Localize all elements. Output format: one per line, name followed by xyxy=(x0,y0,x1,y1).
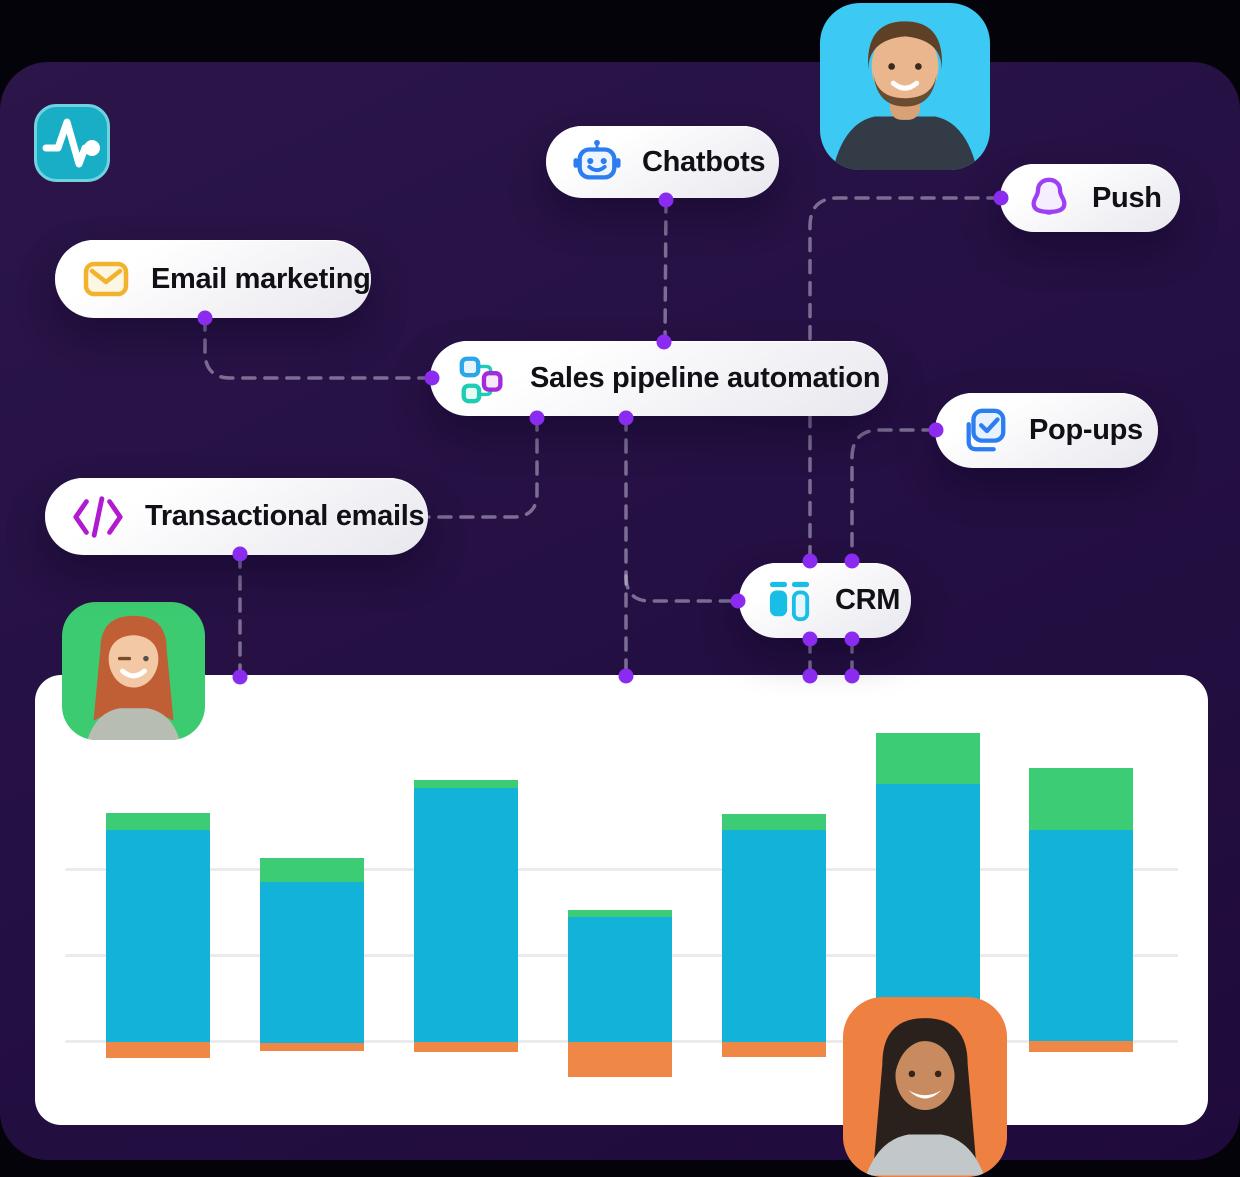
chart-panel xyxy=(35,675,1208,1125)
node-crm[interactable]: CRM xyxy=(739,563,911,638)
node-label: Pop-ups xyxy=(1029,414,1143,446)
bar-segment-orange xyxy=(106,1042,210,1058)
node-transactional-emails[interactable]: Transactional emails xyxy=(45,478,428,555)
bar-segment-green xyxy=(414,780,518,788)
bar-segment-cyan xyxy=(568,917,672,1042)
bar-segment-cyan xyxy=(722,830,826,1042)
bar-segment-green xyxy=(568,910,672,917)
bar-segment-orange xyxy=(722,1042,826,1057)
redhead-portrait-illustration xyxy=(87,615,180,740)
popup-check-icon xyxy=(961,407,1009,455)
node-chatbots[interactable]: Chatbots xyxy=(546,126,779,198)
node-push[interactable]: Push xyxy=(1000,164,1180,232)
bar-segment-green xyxy=(260,858,364,882)
bar-segment-green xyxy=(106,813,210,830)
kanban-columns-icon xyxy=(765,579,815,623)
bar-segment-cyan xyxy=(260,882,364,1043)
bar-segment-cyan xyxy=(106,830,210,1042)
node-label: Email marketing xyxy=(151,262,371,295)
bell-icon xyxy=(1026,175,1072,221)
avatar-man xyxy=(820,3,990,170)
bar-segment-cyan xyxy=(414,788,518,1042)
pulse-icon xyxy=(34,104,110,182)
bar-segment-cyan xyxy=(1029,830,1133,1041)
node-label: Push xyxy=(1092,181,1162,214)
woman-portrait-illustration xyxy=(865,1018,985,1176)
node-label: Transactional emails xyxy=(145,500,425,532)
node-email-marketing[interactable]: Email marketing xyxy=(55,240,371,318)
bar-segment-green xyxy=(1029,768,1133,830)
bar-segment-green xyxy=(722,814,826,830)
bar-segment-orange xyxy=(414,1042,518,1052)
flow-nodes-icon xyxy=(456,354,510,404)
chatbot-icon xyxy=(572,137,622,187)
node-label: Chatbots xyxy=(642,145,766,178)
envelope-icon xyxy=(81,255,131,303)
bar-segment-orange xyxy=(1029,1041,1133,1052)
app-logo xyxy=(34,104,110,182)
node-sales-pipeline-automation[interactable]: Sales pipeline automation xyxy=(430,341,888,416)
node-label: CRM xyxy=(835,584,901,616)
code-icon xyxy=(71,495,125,539)
bar-segment-orange xyxy=(568,1042,672,1077)
avatar-redhead-woman xyxy=(62,602,205,740)
node-popups[interactable]: Pop-ups xyxy=(935,393,1158,468)
bar-segment-green xyxy=(876,733,980,784)
bar-segment-orange xyxy=(260,1043,364,1051)
man-portrait-illustration xyxy=(832,21,978,170)
gridline xyxy=(65,868,1178,871)
avatar-woman-orange xyxy=(843,997,1007,1177)
node-label: Sales pipeline automation xyxy=(530,362,881,394)
